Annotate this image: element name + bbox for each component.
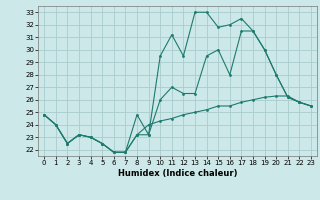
X-axis label: Humidex (Indice chaleur): Humidex (Indice chaleur) (118, 169, 237, 178)
